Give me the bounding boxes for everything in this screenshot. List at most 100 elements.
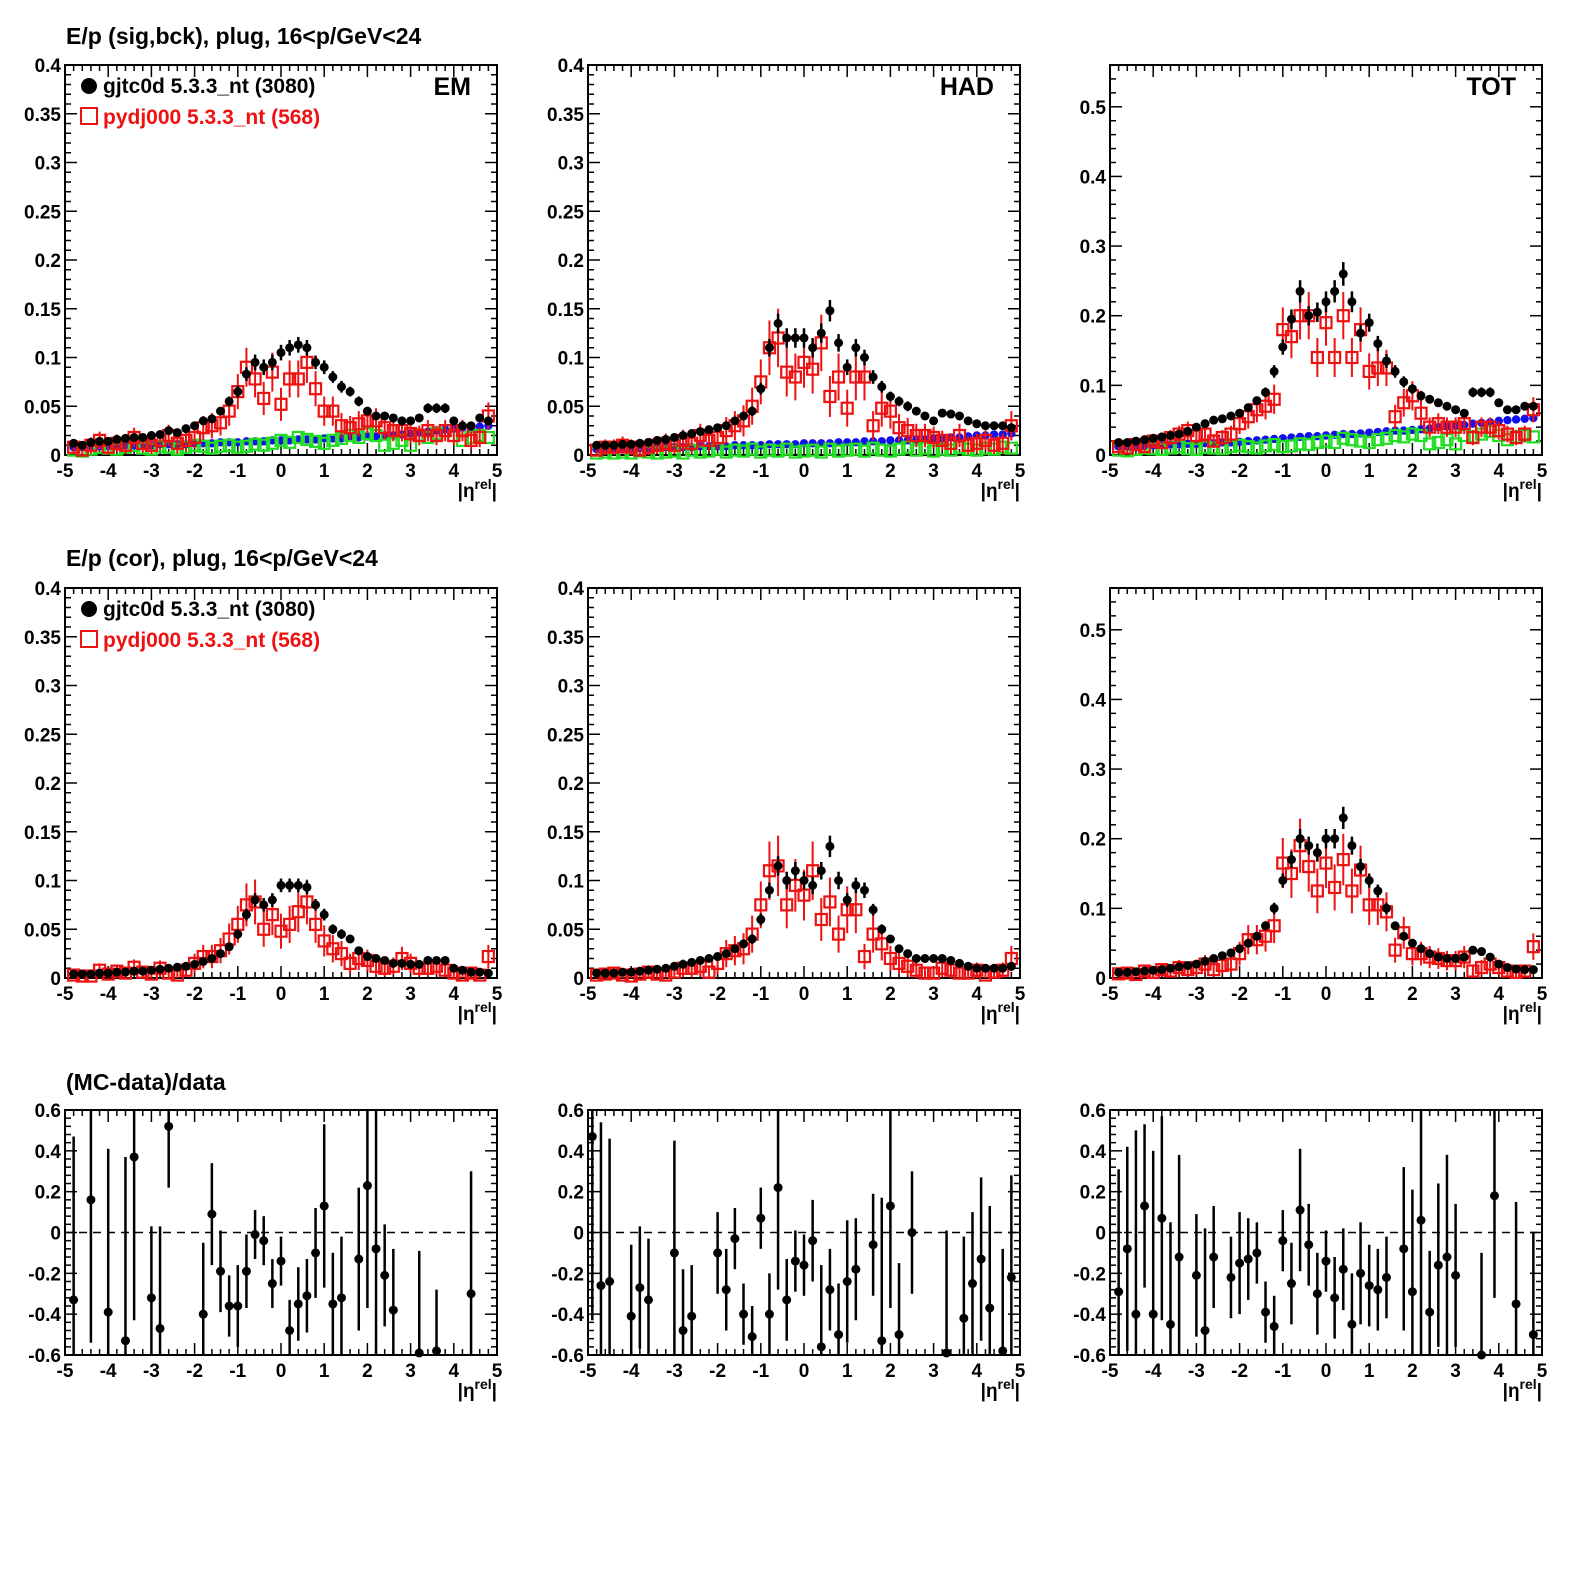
data-point: [920, 954, 930, 963]
y-tick-label: 0.1: [558, 349, 585, 370]
data-point: [1442, 401, 1452, 411]
data-point: [1477, 947, 1487, 957]
y-tick-label: 0.25: [24, 725, 61, 746]
data-point: [1511, 964, 1521, 974]
data-point: [1183, 426, 1193, 436]
x-tick-label: -5: [1102, 461, 1119, 482]
data-point: [466, 1289, 476, 1299]
y-tick-label: 0.4: [1080, 1142, 1107, 1163]
bck-mc-point: [257, 438, 271, 452]
data-point: [354, 1254, 364, 1264]
x-tick-label: 1: [842, 1361, 853, 1382]
y-tick-label: 0.2: [35, 251, 61, 272]
data-point: [894, 396, 904, 406]
y-tick-label: 0.4: [1080, 167, 1107, 188]
bck-mc-point: [797, 444, 811, 458]
data-point: [1157, 432, 1167, 442]
legend-label-data: gjtc0d 5.3.3_nt (3080): [103, 75, 315, 98]
data-point: [937, 408, 947, 418]
panel-label: EM: [434, 73, 472, 101]
data-point: [1477, 387, 1487, 397]
data-point: [825, 841, 835, 851]
x-tick-label: -2: [1231, 461, 1248, 482]
mc-point: [788, 370, 802, 384]
data-point: [1235, 1258, 1245, 1268]
data-point: [959, 1313, 969, 1323]
data-point: [69, 969, 79, 979]
data-point: [998, 421, 1008, 431]
row-title-ratio: (MC-data)/data: [66, 1069, 226, 1095]
data-point: [1191, 422, 1201, 432]
x-tick-label: 5: [492, 461, 503, 482]
data-point: [371, 954, 381, 963]
x-tick-label: 1: [842, 984, 853, 1005]
data-point: [69, 438, 79, 448]
mc-point: [875, 401, 889, 415]
mc-point: [1232, 417, 1247, 431]
bck-mc-point: [1328, 435, 1342, 450]
data-point: [1209, 954, 1219, 963]
y-tick-label: 0.6: [1080, 1101, 1106, 1122]
mc-point: [1405, 947, 1420, 961]
data-point: [1183, 960, 1193, 970]
data-point: [77, 440, 87, 450]
data-point: [773, 1183, 783, 1193]
data-point: [877, 924, 887, 934]
mc-point: [961, 438, 975, 452]
bck-mc-point: [736, 444, 751, 458]
data-point: [1511, 1299, 1521, 1309]
x-axis-label: |ηrel|: [1503, 1376, 1542, 1402]
mc-point: [257, 391, 271, 406]
data-point: [1528, 401, 1538, 411]
y-tick-label: 0: [50, 1224, 61, 1245]
mc-point: [926, 430, 941, 445]
data-point: [1356, 1268, 1366, 1278]
data-point: [1425, 949, 1435, 959]
data-point: [423, 403, 433, 413]
data-point: [397, 958, 407, 968]
y-tick-label: 0.5: [1080, 621, 1107, 642]
data-point: [1140, 966, 1150, 976]
x-tick-label: -3: [143, 1361, 160, 1382]
data-point: [851, 343, 861, 353]
y-tick-label: -0.4: [28, 1305, 61, 1326]
data-point: [1286, 855, 1296, 865]
x-tick-label: -4: [1145, 1361, 1162, 1382]
data-point: [756, 915, 766, 924]
data-point: [267, 895, 277, 905]
data-point: [1433, 1260, 1443, 1270]
data-point: [816, 1342, 826, 1352]
mc-point: [1224, 957, 1238, 971]
x-tick-label: 1: [1364, 461, 1375, 482]
data-point: [336, 929, 346, 939]
data-point: [713, 952, 723, 962]
data-point: [937, 954, 947, 963]
mc-point: [1500, 427, 1515, 441]
data-point: [146, 965, 156, 975]
data-point: [293, 340, 303, 350]
x-tick-label: 4: [972, 1361, 983, 1382]
data-point: [233, 387, 243, 397]
series-data: [592, 835, 1016, 978]
series-data: [1114, 806, 1538, 977]
data-point: [1416, 944, 1426, 954]
data-point: [1243, 1254, 1253, 1264]
data-point: [1356, 862, 1366, 872]
data-point: [1252, 1248, 1262, 1258]
data-point: [414, 413, 424, 423]
data-point: [1489, 1191, 1499, 1201]
x-tick-label: -4: [623, 1361, 640, 1382]
data-point: [1226, 948, 1236, 958]
x-tick-label: 0: [1321, 461, 1332, 482]
bck-mc-point: [1250, 441, 1264, 455]
data-point: [146, 1293, 156, 1303]
mc-point: [1388, 943, 1402, 957]
y-tick-label: 0.15: [547, 823, 584, 844]
data-point: [276, 880, 286, 890]
x-tick-label: 5: [1537, 461, 1548, 482]
data-point: [1122, 1244, 1132, 1254]
data-point: [1295, 286, 1305, 296]
data-point: [799, 876, 809, 885]
data-point: [1330, 834, 1340, 844]
